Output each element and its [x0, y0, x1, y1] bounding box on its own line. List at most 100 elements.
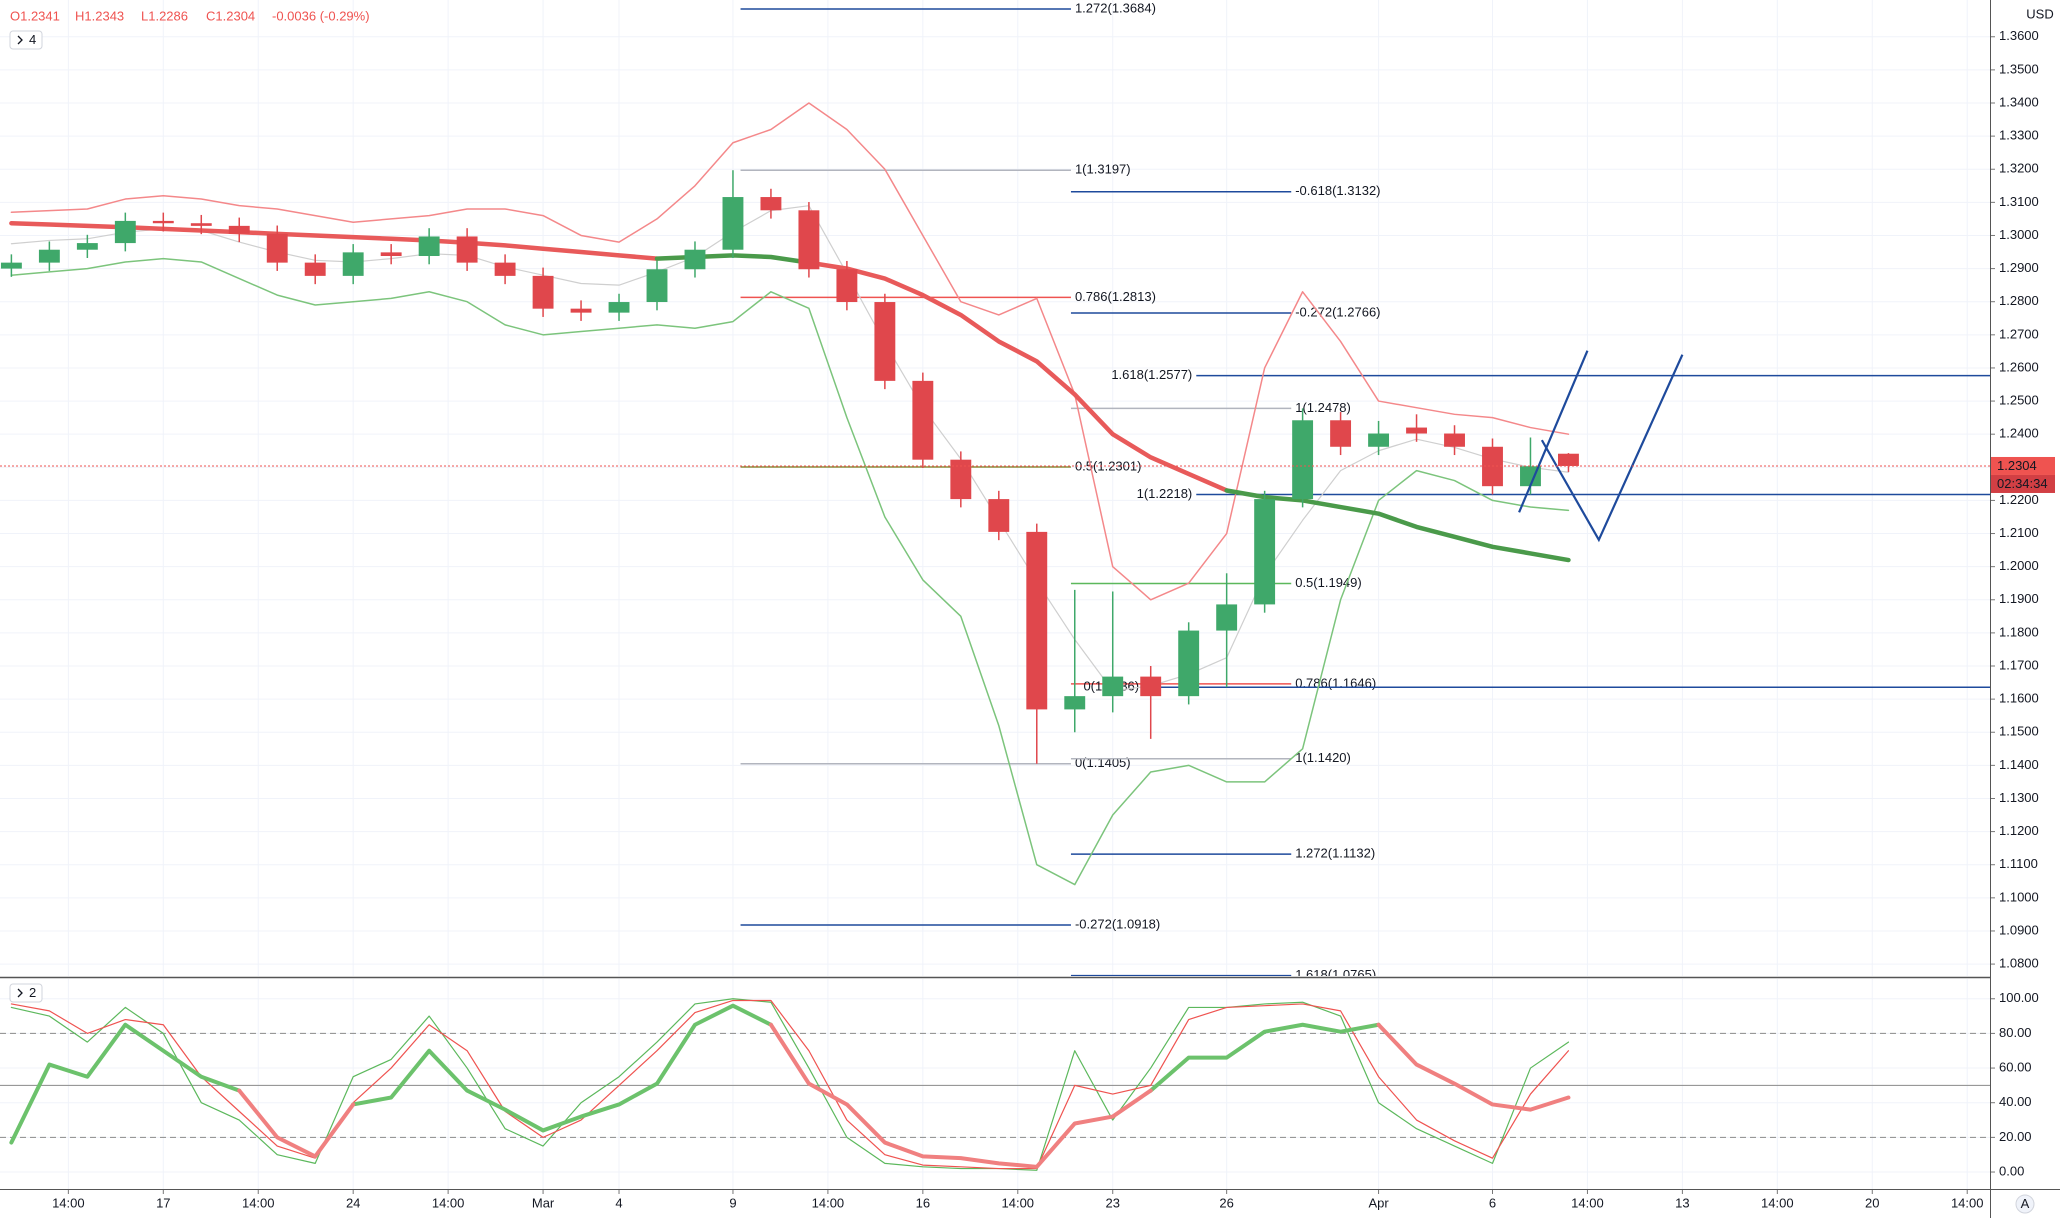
candle-body: [1178, 630, 1200, 697]
currency-bg: [2000, 5, 2060, 25]
last-price-tag: [1991, 456, 2055, 475]
candle-body: [646, 269, 668, 303]
y-tick-label: 1.2000: [1999, 558, 2039, 573]
fib-label: 1.618(1.2577): [1111, 367, 1192, 382]
header-close: C1.2304: [206, 8, 255, 23]
countdown-label: 02:34:34: [1997, 476, 2048, 491]
y-tick-label: 1.1800: [1999, 624, 2039, 639]
indicator-toggle[interactable]: 4: [9, 30, 43, 50]
candle-body: [988, 499, 1010, 532]
fib-label: 1(1.3197): [1075, 162, 1131, 177]
x-tick-label: 14:00: [52, 1195, 85, 1210]
x-tick-label: 16: [916, 1195, 930, 1210]
indicator-count: 4: [29, 32, 36, 47]
axes: 1.0800 1.0900 1.1000 1.1100 1.1200 1.1300 1.14…: [52, 28, 2055, 1210]
candle-body: [190, 223, 212, 226]
price-pane: 1.272(1.3684) 1(1.3197) -0.618(1.3132) 0.78…: [0, 0, 1990, 982]
auto-button[interactable]: [2015, 1194, 2035, 1214]
fib-label: -0.272(1.0918): [1075, 916, 1160, 931]
candle-body: [760, 197, 782, 211]
y-tick-label: 1.3000: [1999, 227, 2039, 242]
y-tick-label: 1.2900: [1999, 260, 2039, 275]
indicator-line: [10, 999, 1570, 1170]
fib-label: 0.5(1.1949): [1295, 575, 1362, 590]
candle-body: [570, 308, 592, 313]
candle-body: [1254, 499, 1276, 605]
x-tick-label: 13: [1675, 1195, 1689, 1210]
last-price-label: 1.2304: [1997, 458, 2037, 473]
fib-label: 0.786(1.2813): [1075, 289, 1156, 304]
candle-body: [76, 243, 98, 250]
fib-label: 1.272(1.1132): [1295, 846, 1375, 861]
y-tick-label: 1.2100: [1999, 525, 2039, 540]
oscillator-toggle[interactable]: 2: [9, 983, 43, 1003]
x-tick-label: 17: [156, 1195, 170, 1210]
candle-body: [304, 262, 326, 276]
x-tick-label: 23: [1105, 1195, 1119, 1210]
x-tick-label: Mar: [532, 1195, 555, 1210]
header-high: H1.2343: [75, 8, 124, 23]
y-tick-label: 1.1000: [1999, 889, 2039, 904]
candle-body: [1102, 676, 1124, 697]
y-tick-label: 1.3200: [1999, 161, 2039, 176]
candle-body: [152, 220, 174, 224]
candle-body: [798, 210, 820, 270]
x-tick-label: 14:00: [432, 1195, 465, 1210]
candle-body: [722, 197, 744, 250]
candle-body: [114, 220, 136, 244]
x-tick-label: 14:00: [1761, 1195, 1794, 1210]
candle-body: [228, 225, 250, 234]
candle-body: [1216, 604, 1238, 631]
fib-label: 1(1.2478): [1295, 400, 1351, 415]
candle-body: [684, 249, 706, 270]
badge-box[interactable]: [9, 30, 43, 50]
candle-body: [1026, 531, 1048, 710]
x-tick-label: Apr: [1368, 1195, 1389, 1210]
y-tick-label: 1.2200: [1999, 492, 2039, 507]
y-tick-label: 40.00: [1999, 1094, 2032, 1109]
y-tick-label: 20.00: [1999, 1129, 2032, 1144]
x-tick-label: 6: [1489, 1195, 1496, 1210]
y-tick-label: 1.1400: [1999, 757, 2039, 772]
candle-body: [0, 262, 22, 269]
fib-label: 1.272(1.3684): [1075, 0, 1156, 15]
y-tick-label: 1.2400: [1999, 426, 2039, 441]
y-tick-label: 1.3600: [1999, 28, 2039, 43]
x-tick-label: 9: [729, 1195, 736, 1210]
candle-body: [418, 236, 440, 257]
candle-body: [912, 380, 934, 460]
fib-label: 0(1.1405): [1075, 755, 1131, 770]
y-tick-label: 1.1700: [1999, 657, 2039, 672]
trend-drawing: [1540, 354, 1684, 543]
fib-label: 0.786(1.1646): [1295, 675, 1376, 690]
y-tick-label: 1.2800: [1999, 293, 2039, 308]
countdown-tag: [1991, 474, 2055, 493]
candle-body: [1368, 433, 1390, 447]
indicator-line: [10, 257, 1570, 886]
indicator-line: [237, 1022, 1571, 1169]
y-tick-label: 100.00: [1999, 990, 2039, 1005]
fib-label: -0.618(1.3132): [1295, 183, 1380, 198]
y-tick-label: 80.00: [1999, 1025, 2032, 1040]
x-tick-label: 14:00: [1571, 1195, 1604, 1210]
y-tick-label: 1.1300: [1999, 790, 2039, 805]
candle-body: [1330, 420, 1352, 447]
candle-body: [1444, 433, 1465, 447]
candle-body: [532, 275, 554, 309]
auto-scale-button[interactable]: A: [2015, 1194, 2035, 1214]
header-open: O1.2341: [10, 8, 60, 23]
x-tick-label: 14:00: [1951, 1195, 1984, 1210]
fib-label: 1(1.2218): [1137, 486, 1193, 501]
trend-drawing: [1518, 350, 1589, 513]
candle-body: [874, 302, 896, 381]
y-tick-label: 1.1900: [1999, 591, 2039, 606]
candle-body: [266, 233, 288, 263]
chevron: [17, 35, 23, 45]
oscillator-pane: [0, 979, 1990, 1189]
y-tick-label: 1.1200: [1999, 823, 2039, 838]
badge-box[interactable]: [9, 983, 43, 1003]
header-change: -0.0036 (-0.29%): [272, 8, 370, 23]
fib-label: 1.618(1.0765): [1295, 967, 1376, 982]
candle-body: [1406, 427, 1427, 434]
